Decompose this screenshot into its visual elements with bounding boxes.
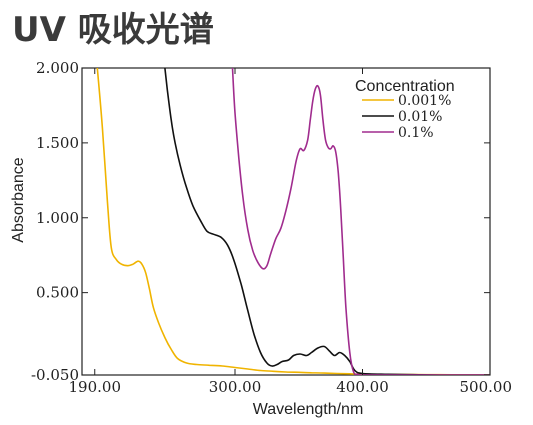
series-line-1	[96, 68, 490, 375]
x-tick-label: 300.00	[209, 378, 262, 396]
y-tick-label: -0.050	[31, 366, 79, 384]
y-tick-label: 0.500	[36, 284, 79, 302]
y-axis-title: Absorbance	[10, 157, 27, 242]
x-tick-label: 190.00	[69, 378, 122, 396]
legend: Concentration 0.001%0.01%0.1%	[355, 78, 455, 141]
x-tick-label: 400.00	[336, 378, 389, 396]
x-tick-label: 500.00	[460, 378, 513, 396]
y-tick-label: 2.000	[36, 59, 79, 77]
plot-frame	[81, 67, 491, 376]
legend-label: 0.1%	[398, 125, 434, 141]
page-title: UV 吸收光谱	[12, 10, 214, 50]
legend-label: 0.001%	[398, 93, 451, 109]
y-tick-label: 1.500	[36, 134, 79, 152]
series-line-2	[164, 68, 490, 375]
x-axis-title: Wavelength/nm	[253, 401, 364, 418]
legend-label: 0.01%	[398, 109, 442, 125]
y-tick-label: 1.000	[36, 209, 79, 227]
legend-title: Concentration	[355, 78, 455, 95]
series-line-3	[231, 68, 490, 375]
